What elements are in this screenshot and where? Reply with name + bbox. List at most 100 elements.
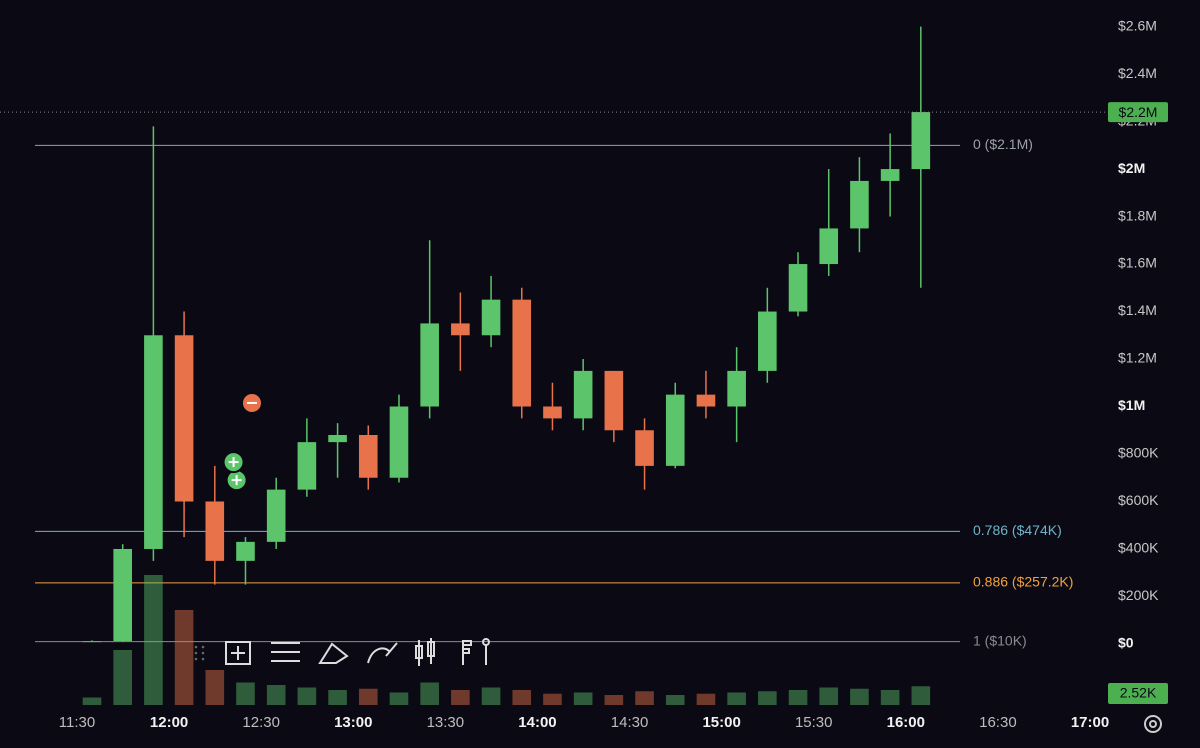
volume-bar (389, 692, 409, 705)
x-tick-label: 11:30 (59, 714, 95, 731)
settings-icon[interactable] (1144, 715, 1162, 733)
x-tick-label: 17:00 (1071, 714, 1109, 731)
y-tick-label: $2.4M (1118, 65, 1157, 81)
volume-bar (82, 697, 102, 705)
candle-body (850, 180, 869, 229)
fib-level-label: 0.786 ($474K) (973, 522, 1062, 538)
candle-body (635, 430, 654, 466)
y-tick-label: $1.2M (1118, 350, 1157, 366)
candle-body (174, 335, 194, 502)
volume-bar (727, 692, 746, 705)
measure-tool[interactable] (225, 641, 251, 665)
volume-bar (144, 575, 163, 705)
y-tick-label: $200K (1118, 587, 1159, 603)
volume-bar (236, 682, 255, 705)
volume-bar (297, 687, 317, 705)
volume-bar (635, 691, 654, 705)
x-tick-label: 12:30 (242, 714, 280, 731)
candle-body (727, 370, 746, 407)
x-tick-label: 14:00 (518, 714, 556, 731)
candle-body (788, 264, 808, 312)
last-price-label: $2.2M (1119, 104, 1158, 120)
volume-bar (880, 690, 900, 705)
y-tick-label: $2.6M (1118, 17, 1157, 33)
candle-body (758, 311, 777, 371)
y-tick-label: $600K (1118, 492, 1159, 508)
candle-body (819, 228, 839, 265)
volume-bar (174, 610, 194, 705)
volume-bar (512, 690, 532, 705)
buy-marker[interactable] (222, 451, 245, 474)
y-tick-label: $400K (1118, 540, 1159, 556)
fib-level-label: 0 ($2.1M) (973, 136, 1033, 152)
volume-bar (420, 682, 439, 705)
volume-bar (911, 686, 931, 705)
volume-bar (573, 692, 593, 705)
candle-body (328, 435, 347, 443)
candles-tool[interactable] (415, 638, 435, 666)
candle-body (696, 394, 716, 407)
candle-body (481, 299, 501, 336)
fib-level-label: 1 ($10K) (973, 632, 1027, 648)
y-tick-label: $800K (1118, 445, 1159, 461)
x-tick-label: 14:30 (611, 714, 649, 731)
x-tick-label: 12:00 (150, 714, 188, 731)
volume-bar (604, 695, 624, 705)
volume-bar (481, 687, 501, 705)
candle-body (451, 323, 470, 336)
volume-bar (205, 670, 225, 705)
candle-body (420, 323, 439, 407)
volume-bar (696, 693, 716, 705)
x-tick-label: 16:30 (979, 714, 1017, 731)
volume-bar (665, 695, 685, 705)
candle-body (911, 112, 931, 170)
brush-tool[interactable] (318, 642, 349, 664)
candle-body (573, 370, 593, 419)
x-tick-label: 15:30 (795, 714, 833, 731)
volume-bar (819, 687, 839, 705)
volume-bar (788, 690, 808, 705)
x-tick-label: 16:00 (887, 714, 925, 731)
candle-body (205, 501, 225, 561)
x-tick-label: 13:30 (427, 714, 465, 731)
candle-body (266, 489, 286, 542)
fib-level-label: 0.886 ($257.2K) (973, 574, 1073, 590)
y-tick-label: $1M (1118, 397, 1145, 413)
volume-bar (358, 688, 378, 705)
candle-body (665, 394, 685, 466)
y-tick-label: $1.8M (1118, 207, 1157, 223)
volume-bar (451, 690, 470, 705)
volume-bar (543, 693, 562, 705)
pen-tool[interactable] (367, 642, 398, 664)
candle-body (389, 406, 409, 478)
sell-marker[interactable] (240, 391, 263, 414)
y-tick-label: $1.6M (1118, 255, 1157, 271)
last-volume-box (1108, 683, 1168, 704)
candle-body (543, 406, 562, 419)
candle-body (144, 335, 163, 549)
lines-tool[interactable] (271, 642, 300, 662)
last-volume-label: 2.52K (1120, 685, 1157, 701)
candle-body (880, 169, 900, 181)
toolbar-grip[interactable] (194, 645, 205, 661)
flag-tool[interactable] (462, 638, 490, 665)
volume-bar (113, 650, 132, 705)
x-tick-label: 13:00 (334, 714, 372, 731)
candle-body (297, 442, 317, 490)
last-price-box (1108, 102, 1168, 123)
candle-body (358, 435, 378, 478)
candle-body (604, 370, 624, 431)
y-tick-label: $1.4M (1118, 302, 1157, 318)
buy-marker[interactable] (225, 469, 248, 492)
x-tick-label: 15:00 (702, 714, 740, 731)
volume-bar (266, 685, 286, 705)
candle-body (236, 541, 255, 561)
volume-bar (328, 690, 347, 705)
candle-body (113, 548, 132, 642)
candle-body (82, 641, 102, 643)
y-tick-label: $2M (1118, 160, 1145, 176)
volume-bar (850, 688, 869, 705)
y-tick-label: $0 (1118, 635, 1134, 651)
volume-bar (758, 691, 777, 705)
